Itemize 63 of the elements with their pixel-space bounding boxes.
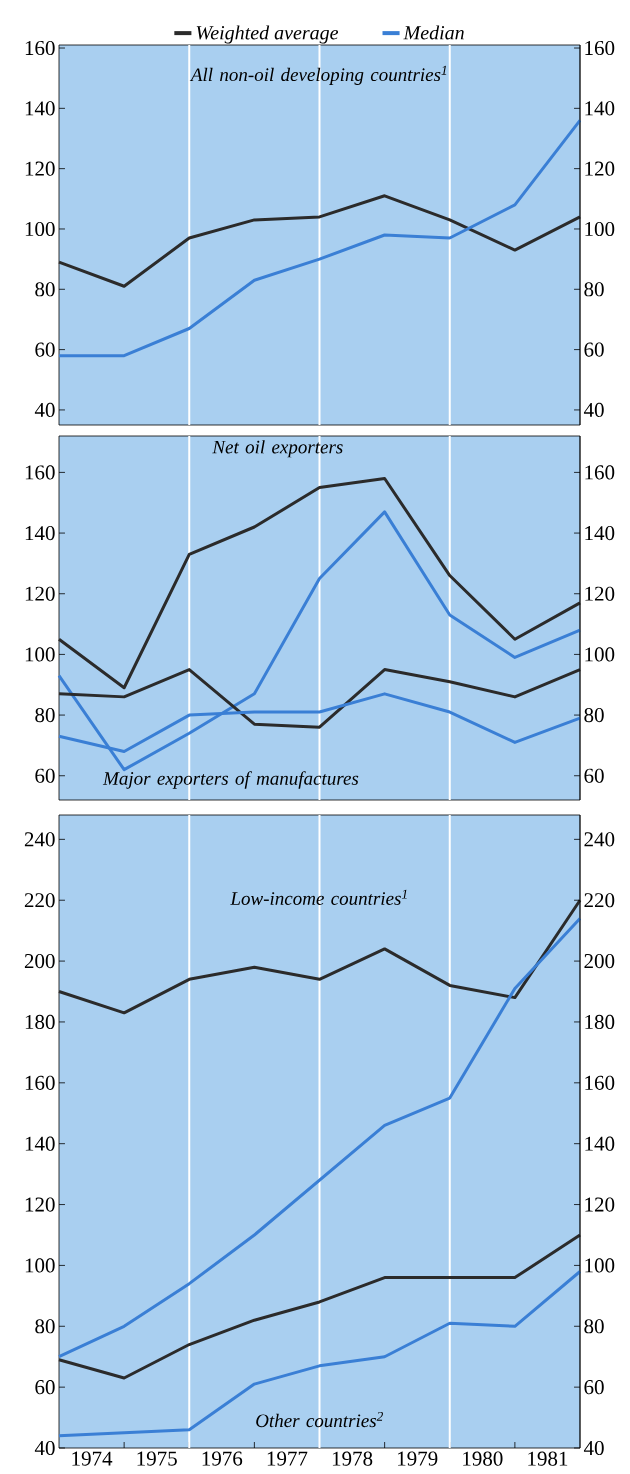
y-tick-label: 40 — [34, 402, 55, 418]
x-tick-label: 1981 — [528, 1451, 568, 1466]
y2-tick-label: 140 — [585, 101, 615, 116]
y-tick-label: 60 — [35, 1380, 55, 1395]
x-tick-label: 1976 — [202, 1451, 243, 1466]
y2-tick-label: 160 — [585, 40, 615, 56]
y2-tick-label: 60 — [584, 342, 604, 357]
y2-tick-label: 80 — [584, 282, 604, 297]
annotation: Major exporters of manufactures — [102, 771, 359, 789]
y-tick-label: 100 — [25, 647, 55, 662]
y2-tick-label: 100 — [585, 221, 615, 237]
y2-tick-label: 180 — [585, 1014, 615, 1030]
y2-tick-label: 100 — [585, 647, 615, 662]
x-tick-label: 1975 — [137, 1451, 177, 1466]
y-tick-label: 140 — [25, 101, 55, 116]
annotation: Net oil exporters — [212, 440, 343, 458]
y-tick-label: 80 — [35, 708, 55, 723]
annotation: Other countries$^{2}$ — [256, 1411, 383, 1428]
y-tick-label: 120 — [25, 161, 55, 176]
y2-tick-label: 120 — [585, 161, 615, 176]
y2-tick-label: 60 — [584, 768, 604, 783]
y2-tick-label: 40 — [583, 1440, 604, 1456]
y2-tick-label: 40 — [583, 402, 604, 418]
y2-tick-label: 60 — [584, 1380, 604, 1395]
y2-tick-label: 240 — [584, 832, 615, 847]
y-tick-label: 120 — [25, 1197, 55, 1212]
y2-tick-label: 140 — [585, 525, 615, 541]
y-tick-label: 140 — [25, 526, 55, 541]
x-tick-label: 1979 — [398, 1451, 438, 1466]
y-tick-label: 80 — [35, 1319, 55, 1334]
y-tick-label: 120 — [25, 586, 55, 601]
y-tick-label: 160 — [25, 1075, 55, 1090]
y-tick-label: 220 — [24, 893, 55, 908]
y2-tick-label: 140 — [585, 1136, 615, 1151]
y-tick-label: 60 — [35, 768, 55, 783]
y2-tick-label: 200 — [584, 954, 615, 969]
y2-tick-label: 80 — [584, 708, 604, 723]
y-tick-label: 60 — [35, 342, 55, 357]
y2-tick-label: 100 — [585, 1258, 615, 1273]
y-tick-label: 100 — [25, 1258, 55, 1273]
annotation: Low-income countries$^{1}$ — [230, 889, 407, 905]
y-tick-label: 180 — [25, 1014, 55, 1030]
y2-tick-label: 160 — [585, 465, 615, 480]
y-tick-label: 160 — [25, 40, 55, 56]
y2-tick-label: 120 — [585, 586, 615, 601]
y-tick-label: 40 — [34, 1440, 55, 1456]
x-tick-label: 1977 — [267, 1451, 308, 1466]
y2-tick-label: 160 — [585, 1075, 615, 1090]
legend-label: Weighted average — [196, 25, 339, 44]
y-tick-label: 160 — [25, 465, 55, 480]
y2-tick-label: 120 — [585, 1197, 615, 1212]
y-tick-label: 140 — [25, 1136, 55, 1151]
y-tick-label: 80 — [35, 282, 55, 297]
legend-label: Median — [403, 25, 464, 40]
x-tick-label: 1974 — [72, 1451, 113, 1466]
y-tick-label: 100 — [25, 221, 55, 237]
x-tick-label: 1980 — [463, 1451, 503, 1466]
y2-tick-label: 80 — [584, 1319, 604, 1334]
annotation: All non-oil developing countries$^{1}$ — [189, 65, 447, 85]
y-tick-label: 200 — [24, 954, 55, 969]
x-tick-label: 1978 — [332, 1451, 373, 1466]
y-tick-label: 240 — [24, 832, 55, 847]
y2-tick-label: 220 — [584, 893, 615, 908]
